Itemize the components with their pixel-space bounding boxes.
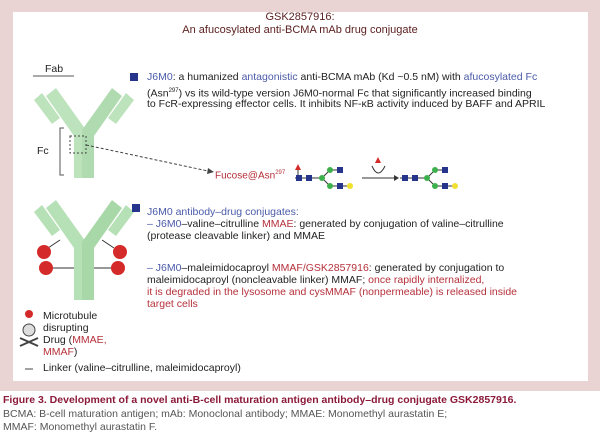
bullet2-sub1-line2: (protease cleavable linker) and MMAE	[147, 230, 325, 242]
legend-drug-line3: Drug (MMAE,	[43, 334, 107, 346]
bullet1-line1: J6M0: a humanized antagonistic anti-BCMA…	[147, 71, 538, 83]
bullet2-sub2-line2: maleimidocaproyl (noncleavable linker) M…	[147, 274, 485, 286]
arrow-head	[207, 168, 214, 174]
bullet-icon	[132, 204, 140, 212]
caption-title: Figure 3. Development of a novel anti-B-…	[3, 394, 517, 406]
defucosylation-arrow	[362, 157, 399, 181]
legend-drug-line2: disrupting	[43, 322, 89, 334]
figure-panel	[13, 12, 588, 381]
bullet2-sub2-line4: target cells	[147, 298, 198, 310]
legend-linker: Linker (valine–citrulline, maleimidocapr…	[43, 362, 241, 374]
dashed-pointer	[85, 144, 209, 172]
glycan-fucosylated	[295, 164, 353, 189]
bullet2-sub2-line1: – J6M0–maleimidocaproyl MMAF/GSK2857916:…	[147, 262, 505, 274]
bullet2-sub2-line3: it is degraded in the lysosome and cysMM…	[147, 286, 518, 298]
fc-bracket	[59, 127, 64, 176]
drug-legend-dot	[25, 310, 33, 318]
bullet1-line3: to FcR-expressing effector cells. It inh…	[147, 98, 546, 110]
antibody-diagram	[19, 75, 458, 370]
legend-drug-line1: Microtubule	[43, 310, 98, 322]
fc-label: Fc	[37, 145, 49, 157]
bullet2-sub1-line1: – J6M0–valine–citrulline MMAE: generated…	[147, 218, 504, 230]
bullet-icon	[130, 73, 138, 81]
fucose-label: Fucose@Asn297	[215, 170, 286, 182]
legend-drug-line4: MMAF)	[43, 346, 78, 358]
caption-abbreviations-2: MMAF: Monomethyl aurastatin F.	[3, 421, 158, 433]
diagram-subtitle: An afucosylated anti-BCMA mAb drug conju…	[182, 24, 418, 36]
glycosylation-site-box	[69, 135, 87, 154]
antibody-drug-conjugate	[34, 200, 134, 300]
diagram-title: GSK2857916:	[265, 11, 335, 23]
glycan-afucosylated	[400, 167, 458, 189]
bullet2-heading: J6M0 antibody–drug conjugates:	[147, 206, 299, 218]
skull-crossbones-icon	[19, 323, 39, 347]
caption-abbreviations-1: BCMA: B-cell maturation antigen; mAb: Mo…	[3, 408, 448, 420]
antibody-top	[34, 88, 134, 178]
bullet1-line2: (Asn297) vs its wild-type version J6M0-n…	[147, 87, 532, 100]
fab-label: Fab	[45, 63, 64, 75]
